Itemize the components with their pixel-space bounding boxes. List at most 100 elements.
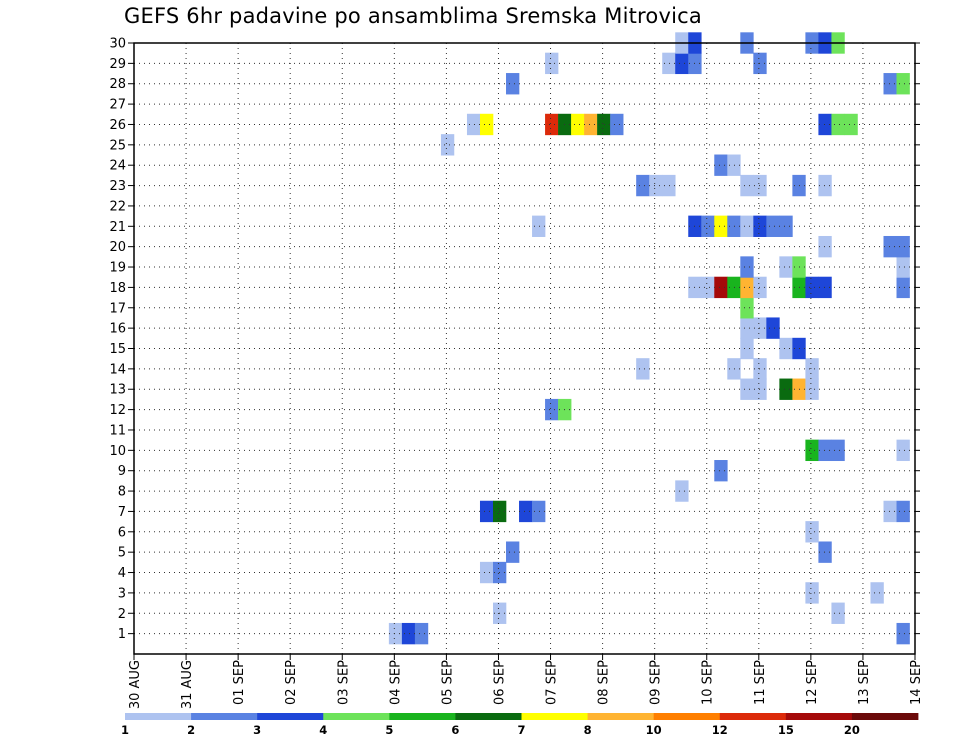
heatmap-cell: [779, 378, 793, 400]
heatmap-cell: [805, 439, 819, 462]
y-tick-label: 4: [118, 566, 126, 581]
y-tick-label: 22: [109, 199, 126, 214]
y-tick-label: 29: [109, 57, 126, 72]
heatmap-cell: [779, 337, 793, 360]
heatmap-cell: [740, 317, 754, 339]
heatmap-cell: [779, 256, 793, 278]
colorbar-swatch: [323, 713, 390, 720]
heatmap-cell: [740, 297, 754, 319]
heatmap-cell: [479, 113, 494, 136]
y-tick-label: 18: [109, 281, 126, 296]
heatmap-cell: [479, 561, 494, 584]
colorbar-swatch: [653, 713, 721, 720]
x-tick-label: 04 SEP: [388, 660, 403, 705]
y-tick-label: 15: [109, 342, 126, 357]
heatmap-cell: [714, 460, 728, 482]
y-tick-label: 9: [118, 464, 126, 479]
colorbar-label: 1: [121, 723, 129, 737]
heatmap-cell: [896, 235, 910, 258]
y-tick-label: 5: [118, 546, 126, 561]
heatmap-cell: [740, 174, 754, 197]
x-tick-label: 07 SEP: [545, 660, 560, 705]
heatmap-cell: [584, 113, 598, 136]
cells-layer: [388, 32, 910, 645]
y-tick-label: 14: [109, 362, 126, 377]
y-tick-label: 21: [109, 220, 126, 235]
x-tick-label: 14 SEP: [909, 660, 924, 705]
colorbar-label: 15: [778, 723, 794, 737]
y-tick-label: 13: [109, 383, 126, 398]
y-tick-label: 16: [109, 322, 126, 337]
heatmap-cell: [532, 500, 546, 523]
heatmap-cell: [727, 358, 741, 380]
heatmap-cell: [805, 276, 819, 299]
colorbar-swatch: [455, 713, 522, 720]
heatmap-cell: [831, 602, 845, 624]
colorbar-label: 4: [319, 723, 327, 737]
heatmap-cell: [571, 113, 585, 136]
heatmap-cell: [740, 337, 754, 360]
heatmap-cell: [714, 276, 728, 299]
heatmap-cell: [805, 582, 819, 604]
heatmap-cell: [714, 154, 728, 176]
y-tick-label: 3: [118, 586, 126, 601]
heatmap-cell: [766, 215, 780, 237]
y-tick-label: 10: [109, 444, 126, 459]
x-tick-label: 10 SEP: [701, 660, 716, 705]
y-tick-label: 2: [118, 607, 126, 622]
heatmap-cell: [414, 622, 429, 645]
y-tick-label: 27: [109, 98, 126, 113]
heatmap-cell: [896, 256, 910, 278]
heatmap-cell: [506, 73, 520, 95]
x-tick-label: 06 SEP: [492, 660, 507, 705]
heatmap-cell: [597, 113, 611, 136]
y-tick-label: 24: [109, 159, 126, 174]
axes-layer: 1234567891011121314151617181920212223242…: [109, 37, 924, 710]
heatmap-cell: [440, 134, 455, 156]
y-tick-label: 12: [109, 403, 126, 418]
colorbar-swatch: [851, 713, 919, 720]
colorbar-label: 7: [517, 723, 525, 737]
colorbar-label: 3: [253, 723, 261, 737]
y-tick-label: 28: [109, 77, 126, 92]
heatmap-cell: [636, 358, 650, 380]
heatmap-cell: [779, 215, 793, 237]
colorbar-swatch: [257, 713, 324, 720]
y-tick-label: 30: [109, 37, 126, 52]
y-tick-label: 11: [109, 423, 126, 438]
chart-title: GEFS 6hr padavine po ansamblima Sremska …: [124, 4, 702, 28]
heatmap-cell: [545, 52, 559, 75]
colorbar-label: 2: [187, 723, 195, 737]
heatmap-cell: [675, 52, 689, 75]
heatmap-cell: [896, 276, 910, 299]
heatmap-cell: [896, 439, 910, 462]
x-tick-label: 05 SEP: [440, 660, 455, 705]
colorbar-swatch: [191, 713, 258, 720]
heatmap-cell: [401, 622, 416, 645]
heatmap-cell: [818, 439, 832, 462]
y-tick-label: 25: [109, 138, 126, 153]
colorbar-label: 12: [712, 723, 728, 737]
heatmap-cell: [545, 113, 559, 136]
heatmap-cell: [727, 154, 741, 176]
heatmap-cell: [714, 215, 728, 237]
colorbar-swatch: [125, 713, 192, 720]
y-tick-label: 7: [118, 505, 126, 520]
heatmap-cell: [610, 113, 624, 136]
heatmap-cell: [466, 113, 481, 136]
heatmap-cell: [675, 480, 689, 502]
heatmap-cell: [818, 113, 832, 136]
grid-layer: [134, 42, 915, 654]
heatmap-cell: [883, 73, 897, 95]
y-tick-label: 20: [109, 240, 126, 255]
colorbar-label: 8: [584, 723, 592, 737]
x-tick-label: 08 SEP: [597, 660, 612, 705]
x-tick-label: 01 SEP: [232, 660, 247, 705]
heatmap-cell: [701, 215, 715, 237]
heatmap-cell: [701, 276, 715, 299]
heatmap-cell: [388, 622, 403, 645]
heatmap-cell: [545, 398, 559, 421]
heatmap-cell: [519, 500, 533, 523]
x-tick-label: 13 SEP: [857, 660, 872, 705]
x-tick-label: 02 SEP: [284, 660, 299, 705]
